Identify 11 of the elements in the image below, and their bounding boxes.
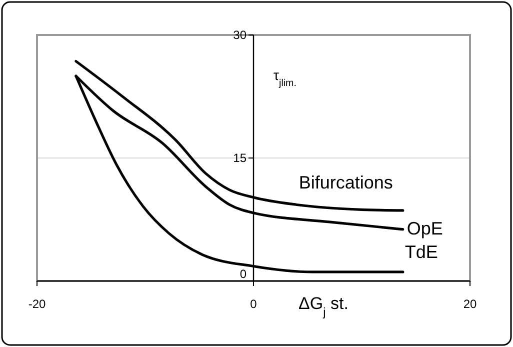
y-tick-label: 0 bbox=[240, 267, 247, 281]
y-tick-label: 15 bbox=[233, 151, 247, 165]
series-label: TdE bbox=[404, 242, 438, 262]
y-tick-label: 30 bbox=[233, 28, 247, 42]
x-axis-title: ΔG$_{j}$ st. bbox=[298, 294, 348, 319]
x-tick-label: -20 bbox=[28, 297, 46, 311]
x-tick-label: 20 bbox=[463, 297, 477, 311]
series-label: OpE bbox=[406, 218, 443, 238]
y-axis-title: τ$_{jlim.}$ bbox=[274, 67, 296, 88]
x-tick-label: 0 bbox=[250, 297, 258, 311]
series-label: Bifurcations bbox=[298, 172, 393, 192]
